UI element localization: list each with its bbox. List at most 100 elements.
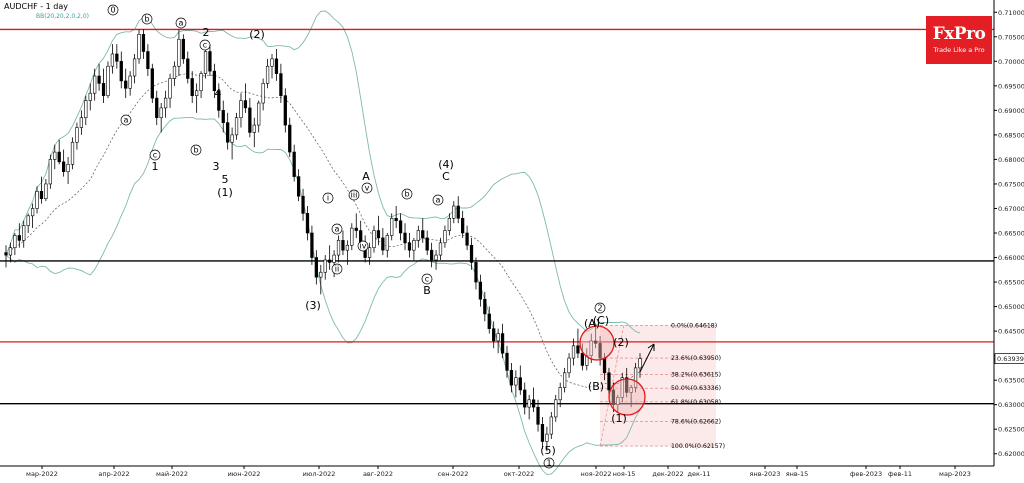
candle-body [549, 416, 553, 435]
candle-body [514, 377, 518, 386]
candle-body [447, 217, 451, 231]
candle-body [257, 102, 261, 126]
candle-body [172, 65, 177, 79]
candle-body [545, 433, 549, 442]
wave-label-circle [348, 189, 360, 201]
candle-body [288, 124, 292, 153]
candle-body [562, 372, 567, 388]
candle-body [110, 53, 115, 67]
candle-body [62, 161, 66, 172]
candle-body [412, 240, 416, 251]
projection-arrow [639, 343, 655, 373]
candle-body [350, 227, 354, 246]
x-tick-label: ноя-2022 [580, 470, 611, 478]
candle-body [633, 367, 638, 388]
wave-label: 2 [203, 26, 210, 39]
candle-body [328, 259, 332, 263]
wave-label: c [425, 275, 429, 284]
candle-body [57, 151, 61, 163]
y-tick-label: 0.62500 [998, 426, 1024, 434]
candle-body [48, 159, 52, 185]
wave-label-circle [331, 223, 343, 235]
candle-body [598, 343, 602, 359]
y-tick-label: 0.67500 [998, 180, 1024, 188]
candle-body [500, 333, 505, 354]
candle-body [518, 377, 522, 391]
chart-subtitle: BB(20,20,2,0,2,0) [36, 13, 89, 20]
candle-body [403, 232, 407, 244]
candle-body [115, 53, 119, 62]
y-tick-label: 0.68000 [998, 156, 1024, 164]
candle-body [509, 370, 514, 386]
wave-label: (C) [593, 314, 609, 327]
candle-body [554, 399, 558, 418]
candle-body [146, 51, 150, 69]
candle-body [483, 298, 487, 315]
candle-body [354, 227, 358, 231]
fibonacci-label: 61.8%(0.63058) [671, 399, 721, 406]
wave-label: (2) [249, 28, 265, 41]
y-tick-label: 0.63000 [998, 401, 1024, 409]
candle-body [407, 242, 412, 251]
candle-body [101, 83, 106, 96]
candle-body [385, 235, 389, 251]
candle-body [128, 75, 132, 89]
x-tick-label: фев-11 [888, 470, 912, 478]
wave-label: a [179, 19, 184, 28]
chart-title: AUDCHF - 1 day [4, 2, 68, 11]
candle-body [629, 387, 633, 393]
wave-label: (4) [438, 158, 454, 171]
x-tick-label: окт-2022 [504, 470, 535, 478]
candle-body [394, 217, 398, 222]
candle-body [66, 164, 70, 172]
candle-body [75, 127, 79, 143]
wave-label: a [335, 225, 340, 234]
highlight-circle [579, 325, 615, 361]
candle-body [70, 141, 75, 165]
candle-body [367, 247, 372, 258]
candle-body [616, 397, 620, 405]
candle-body [181, 38, 185, 60]
candle-body [527, 399, 531, 408]
candle-body [39, 191, 44, 199]
candle-body [177, 38, 181, 67]
wave-label: ii [335, 265, 339, 274]
candle-body [496, 333, 500, 342]
wave-label: 4 [215, 87, 222, 100]
candle-body [132, 58, 137, 77]
candle-body [429, 249, 434, 261]
candle-body [580, 352, 584, 366]
candle-body [155, 97, 159, 119]
candle-body [230, 134, 234, 143]
candle-body [150, 68, 154, 99]
candle-body [159, 107, 163, 119]
current-price-label: 0.63939 [997, 355, 1024, 363]
fibonacci-label: 23.6%(0.63950) [671, 355, 721, 362]
candle-body [376, 230, 381, 239]
wave-label-circle [432, 194, 444, 206]
wave-label: c [203, 41, 207, 50]
bollinger-lower [5, 116, 641, 475]
candle-body [97, 75, 101, 84]
candle-body [381, 237, 385, 251]
x-tick-label: мар-2022 [26, 470, 58, 478]
candle-body [208, 51, 212, 72]
candle-body [239, 100, 243, 119]
wave-label: (A) [584, 317, 600, 330]
candle-body [594, 340, 598, 344]
wave-label: i [327, 194, 329, 203]
candle-body [106, 65, 110, 96]
candle-body [261, 83, 265, 104]
candle-body [279, 73, 283, 96]
candle-body [336, 240, 341, 256]
wave-label: a [436, 196, 441, 205]
candle-body [137, 34, 141, 60]
candle-body [341, 240, 345, 251]
candle-body [611, 389, 616, 405]
candle-body [523, 389, 527, 408]
projection-arrow-head [647, 343, 655, 351]
wave-label-circle [322, 192, 334, 204]
wave-label-circle [199, 39, 211, 51]
candle-body [252, 124, 256, 133]
candle-body [292, 151, 296, 177]
